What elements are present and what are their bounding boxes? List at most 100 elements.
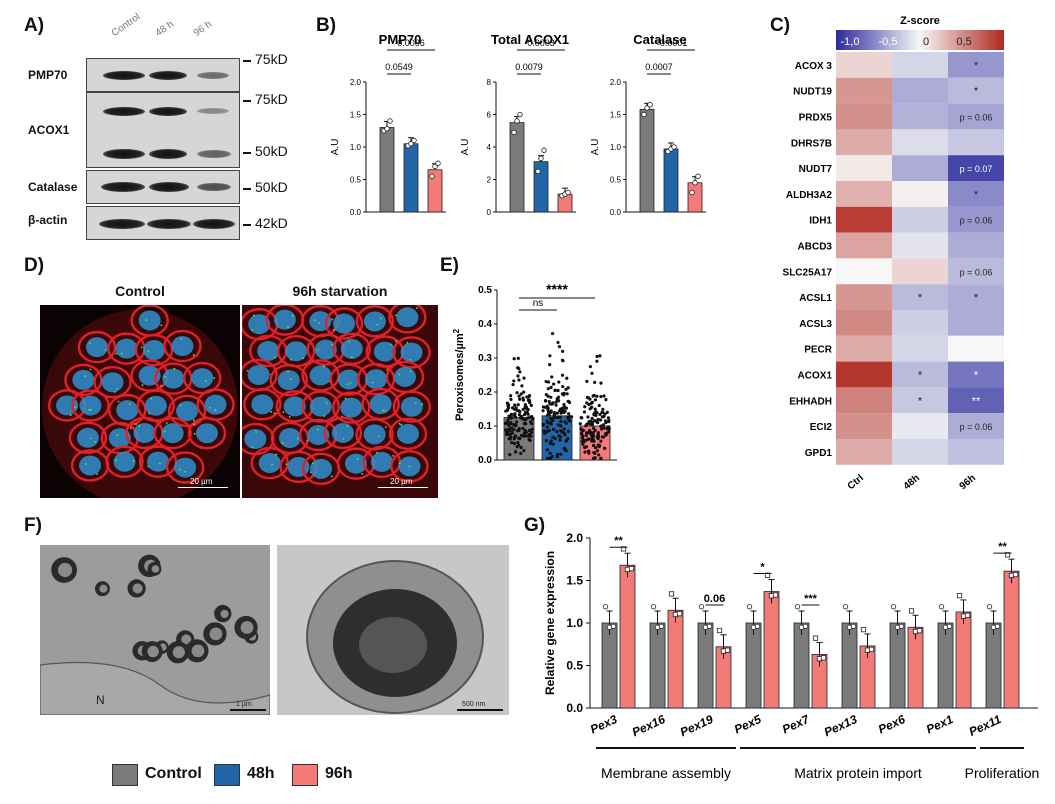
peroxisome-dot: [287, 326, 289, 329]
data-point: [529, 403, 533, 408]
legend-swatch-control: [112, 764, 138, 786]
y-axis-label-sup: 2: [452, 328, 461, 333]
nucleus: [396, 307, 419, 328]
data-point: [546, 380, 551, 384]
data-point: [549, 422, 553, 426]
kd-marker-75-acox1: 75kD: [255, 91, 288, 107]
data-point: [530, 427, 534, 431]
data-point: [641, 111, 647, 118]
cell-annotation: *: [974, 189, 979, 201]
y-tick-label: 0: [487, 208, 492, 217]
data-point: [644, 105, 650, 111]
data-point: [565, 376, 569, 380]
nucleus: [113, 451, 136, 472]
peroxisome-dot: [287, 370, 289, 373]
peroxisome-dot: [331, 318, 333, 321]
data-point: [557, 344, 562, 349]
heat-cell: [836, 361, 892, 388]
peroxisome-dot: [325, 402, 328, 404]
data-point: [591, 431, 595, 435]
peroxisome-dot: [84, 463, 87, 465]
nucleus: [273, 309, 296, 330]
peroxisome-dot: [290, 378, 292, 381]
y-tick-label: 0.5: [478, 285, 492, 296]
data-point: [515, 408, 519, 413]
nucleus: [76, 427, 99, 448]
data-point: [587, 420, 591, 424]
y-axis-label: A.U: [330, 139, 341, 156]
y-tick-label: 0.3: [478, 353, 492, 364]
bar-Pex7-Control: [793, 622, 810, 709]
data-point: [508, 452, 512, 457]
p-value-label: 0.0007: [645, 62, 673, 72]
data-point: [986, 603, 993, 610]
data-point: [842, 603, 849, 610]
cell-membrane: [64, 363, 103, 397]
data-point: [555, 452, 560, 456]
heat-cell: [892, 387, 948, 414]
data-point: [513, 414, 517, 418]
panel-label-c: C): [770, 15, 791, 36]
data-point: [599, 381, 603, 385]
cell-membrane: [250, 446, 289, 480]
y-axis-label: A.U: [590, 139, 601, 156]
p-value-label: 0.0549: [385, 62, 413, 72]
bar-Control: [509, 122, 525, 213]
data-point: [583, 439, 587, 443]
data-point: [590, 371, 594, 375]
nucleus: [144, 395, 167, 416]
data-point: [530, 422, 534, 426]
data-point: [599, 394, 603, 399]
data-point: [562, 446, 566, 450]
bar-Pex11-96h: [1003, 570, 1020, 709]
y-tick-label: 1.0: [610, 143, 622, 152]
nucleus: [309, 365, 332, 386]
nucleus: [285, 341, 308, 362]
peroxisome-dot: [120, 352, 123, 355]
cell-membrane: [243, 388, 282, 421]
data-point: [524, 410, 528, 414]
data-point: [517, 366, 521, 371]
data-point: [556, 388, 560, 393]
cell-annotation: **: [972, 395, 981, 407]
heat-cell: [836, 387, 892, 414]
peroxisome-dot: [148, 412, 151, 415]
data-point: [566, 399, 570, 403]
peroxisome-dot: [138, 425, 141, 427]
bar-Pex13-Control: [841, 622, 858, 709]
cell-membrane: [331, 391, 371, 424]
data-point: [595, 410, 599, 415]
colorbar-tick: 0: [923, 36, 929, 48]
data-point: [567, 418, 571, 422]
peroxisome-dot: [147, 350, 150, 353]
data-point: [565, 189, 571, 196]
nucleus: [191, 368, 214, 389]
heat-cell: [836, 335, 892, 362]
row-label-IDH1: IDH1: [809, 216, 832, 227]
data-point: [432, 163, 438, 170]
micro-image-control: 20 µm: [40, 305, 240, 498]
bar-Control: [379, 127, 395, 213]
heat-cell: [948, 206, 1004, 233]
core-center: [359, 617, 427, 673]
data-point: [506, 432, 510, 437]
data-point: [435, 160, 441, 166]
peroxisome-dot: [145, 319, 148, 321]
significance-label: 0.06: [704, 593, 725, 605]
heat-cell: [948, 439, 1004, 465]
data-point: [411, 137, 417, 144]
peroxisome-dot: [323, 365, 325, 368]
peroxisome-dot: [104, 348, 107, 351]
peroxisome-dot: [421, 403, 424, 406]
heat-cell: [836, 155, 892, 181]
data-point: [526, 416, 530, 420]
data-point: [716, 627, 723, 634]
x-tick-label-Pex11: Pex11: [967, 712, 1004, 739]
panel-label-e: E): [440, 255, 459, 276]
data-point: [601, 407, 605, 411]
peroxisome-dot: [69, 414, 72, 417]
data-point: [568, 415, 572, 419]
kd-marker-42-actin: 42kD: [255, 215, 288, 231]
peroxisome-dot: [377, 435, 380, 438]
peroxisome-dot: [275, 453, 278, 456]
